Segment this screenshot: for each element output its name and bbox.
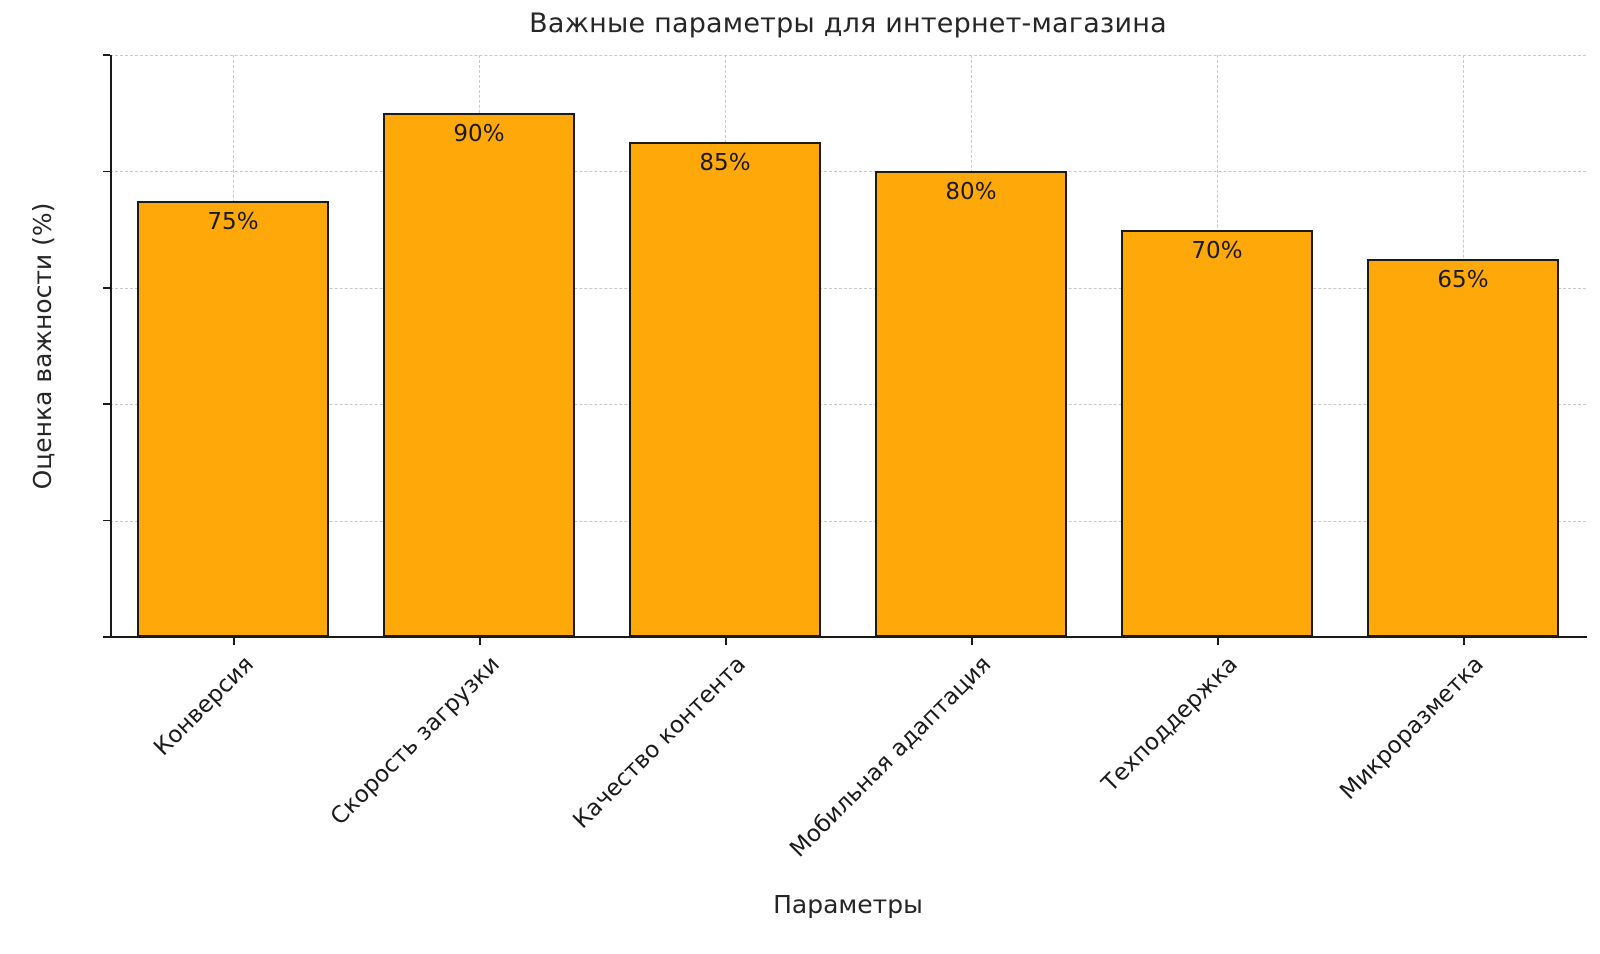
x-axis-title: Параметры — [773, 890, 923, 919]
bar-value-label: 70% — [1191, 237, 1243, 264]
gridline-horizontal — [110, 55, 1586, 56]
y-axis-spine — [110, 55, 112, 638]
bar-value-label: 85% — [699, 150, 751, 177]
y-axis-title: Оценка важности (%) — [28, 202, 57, 490]
x-tick-label: Мобильная адаптация — [785, 651, 997, 863]
x-tick-label: Техподдержка — [1096, 651, 1243, 798]
bar[interactable]: 85% — [629, 142, 821, 637]
x-axis-spine — [110, 636, 1587, 638]
plot-area: 75% 90% 85% 80% 70% 65% — [110, 55, 1586, 638]
bar-value-label: 65% — [1437, 266, 1489, 293]
x-tick-mark — [971, 638, 973, 645]
gridline-horizontal — [110, 287, 1586, 289]
bar-value-label: 90% — [453, 121, 505, 148]
x-tick-mark — [725, 638, 727, 645]
bar-value-label: 80% — [945, 179, 997, 206]
bar[interactable]: 70% — [1121, 229, 1313, 637]
bar-value-label: 75% — [207, 208, 259, 235]
x-tick-mark — [1463, 638, 1465, 645]
gridline-horizontal — [110, 520, 1586, 522]
bar[interactable]: 65% — [1367, 258, 1559, 637]
y-tick-mark — [103, 287, 110, 289]
bar[interactable]: 90% — [383, 113, 575, 637]
y-tick-mark — [103, 54, 110, 56]
y-tick-mark — [103, 403, 110, 405]
gridline-horizontal — [110, 171, 1586, 173]
x-tick-label: Скорость загрузки — [325, 651, 505, 831]
x-tick-label: Конверсия — [148, 651, 259, 762]
x-tick-mark — [1217, 638, 1219, 645]
x-tick-label: Качество контента — [568, 651, 751, 834]
bar[interactable]: 75% — [137, 200, 329, 637]
gridline-horizontal — [110, 404, 1586, 406]
x-tick-label: Микроразметка — [1335, 651, 1489, 805]
y-tick-mark — [103, 636, 110, 638]
y-tick-mark — [103, 170, 110, 173]
x-tick-mark — [479, 638, 481, 645]
y-tick-mark — [103, 519, 110, 522]
x-tick-mark — [233, 638, 235, 645]
chart-title: Важные параметры для интернет-магазина — [529, 8, 1167, 39]
bar[interactable]: 80% — [875, 171, 1067, 637]
